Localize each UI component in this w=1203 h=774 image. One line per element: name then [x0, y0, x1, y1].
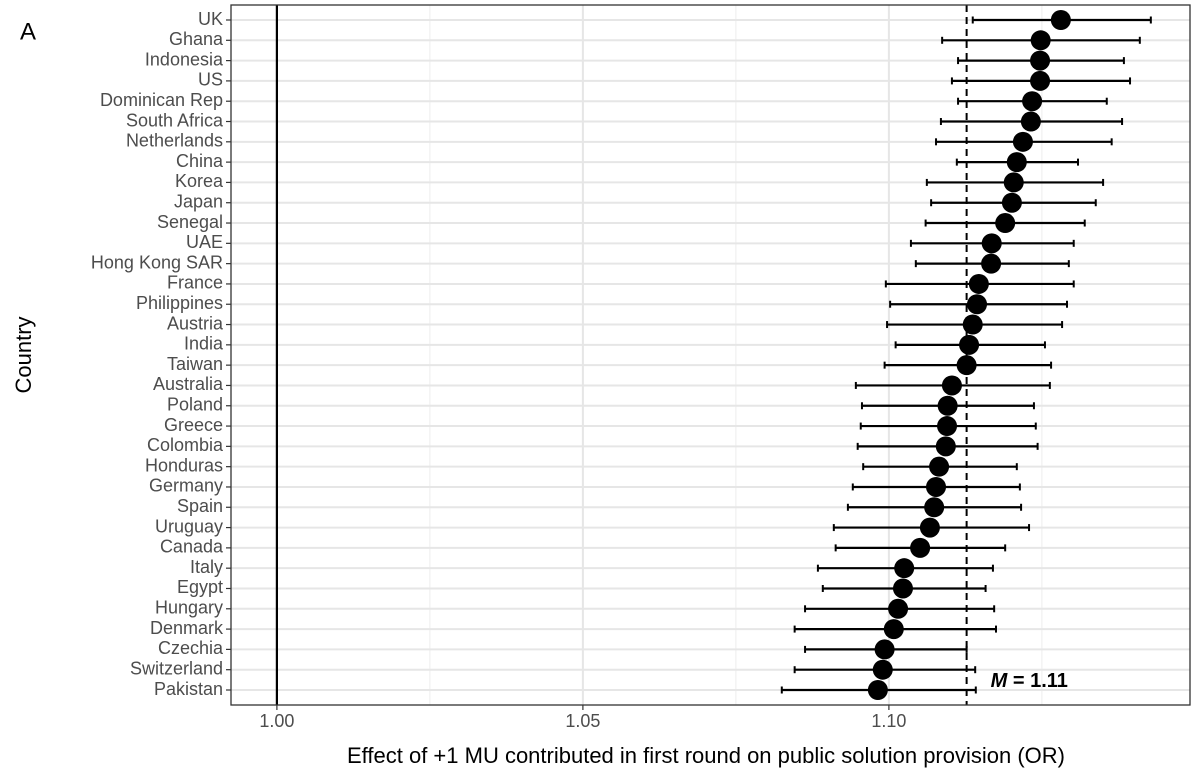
point [919, 517, 940, 538]
point [888, 598, 909, 619]
point [874, 639, 895, 660]
y-tick-label: Pakistan [154, 679, 223, 699]
point [962, 314, 983, 335]
point [867, 680, 888, 700]
point [872, 659, 893, 680]
point [1001, 192, 1022, 213]
y-tick-label: China [176, 151, 224, 171]
point [1030, 70, 1051, 91]
x-tick-label: 1.05 [565, 711, 600, 731]
point [1030, 50, 1051, 71]
y-tick-label: US [198, 70, 223, 90]
point [924, 497, 945, 518]
y-tick-label: Ghana [169, 29, 224, 49]
point [1022, 91, 1043, 112]
point [959, 334, 980, 355]
point [937, 416, 958, 437]
point [1020, 111, 1041, 132]
y-tick-label: Japan [174, 191, 223, 211]
y-tick-label: Spain [177, 496, 223, 516]
y-tick-label: Uruguay [155, 516, 223, 536]
point [995, 213, 1016, 234]
y-tick-label: Poland [167, 395, 223, 415]
y-tick-label: Czechia [158, 638, 224, 658]
point [968, 273, 989, 294]
y-tick-label: Switzerland [130, 658, 223, 678]
y-tick-label: Italy [190, 557, 223, 577]
point [883, 619, 904, 640]
y-tick-label: France [167, 273, 223, 293]
point [1050, 10, 1071, 30]
mean-label: = 1.11 [1013, 670, 1068, 692]
y-tick-label: Egypt [177, 577, 223, 597]
point [956, 355, 977, 376]
x-tick-label: 1.00 [259, 711, 294, 731]
point [1012, 131, 1033, 152]
x-tick-label: 1.10 [871, 711, 906, 731]
point [1006, 152, 1027, 173]
y-tick-label: South Africa [126, 110, 224, 130]
y-tick-label: Honduras [145, 455, 223, 475]
point [910, 537, 931, 558]
point [926, 476, 947, 497]
y-tick-label: Austria [167, 313, 224, 333]
y-tick-label: UK [198, 9, 223, 29]
y-tick-label: India [184, 334, 224, 354]
x-axis-label: Effect of +1 MU contributed in first rou… [347, 743, 1065, 768]
y-tick-label: Denmark [150, 618, 224, 638]
point [935, 436, 956, 457]
y-tick-label: Australia [153, 374, 224, 394]
y-tick-label: Indonesia [145, 49, 224, 69]
y-tick-label: Hong Kong SAR [91, 252, 223, 272]
y-axis-label: Country [11, 316, 36, 393]
point [1030, 30, 1051, 51]
y-tick-label: Philippines [136, 293, 223, 313]
y-tick-label: Germany [149, 476, 223, 496]
point [937, 395, 958, 416]
y-tick-label: Canada [160, 537, 224, 557]
point [892, 578, 913, 599]
y-tick-label: Greece [164, 415, 223, 435]
mean-symbol: M [991, 670, 1009, 692]
point [967, 294, 988, 315]
point [929, 456, 950, 477]
mean-annotation: M = 1.11 [991, 670, 1068, 692]
y-tick-label: Taiwan [167, 354, 223, 374]
y-tick-label: UAE [186, 232, 223, 252]
y-tick-label: Dominican Rep [100, 90, 223, 110]
panel-label: A [20, 18, 36, 45]
point [894, 558, 915, 579]
point [981, 233, 1002, 254]
y-tick-label: Netherlands [126, 131, 223, 151]
y-tick-label: Korea [175, 171, 224, 191]
point [941, 375, 962, 396]
plot-border [230, 4, 1191, 706]
y-tick-label: Senegal [157, 212, 223, 232]
y-tick-label: Hungary [155, 598, 223, 618]
y-tick-label: Colombia [147, 435, 224, 455]
point [981, 253, 1002, 274]
point [1003, 172, 1024, 193]
